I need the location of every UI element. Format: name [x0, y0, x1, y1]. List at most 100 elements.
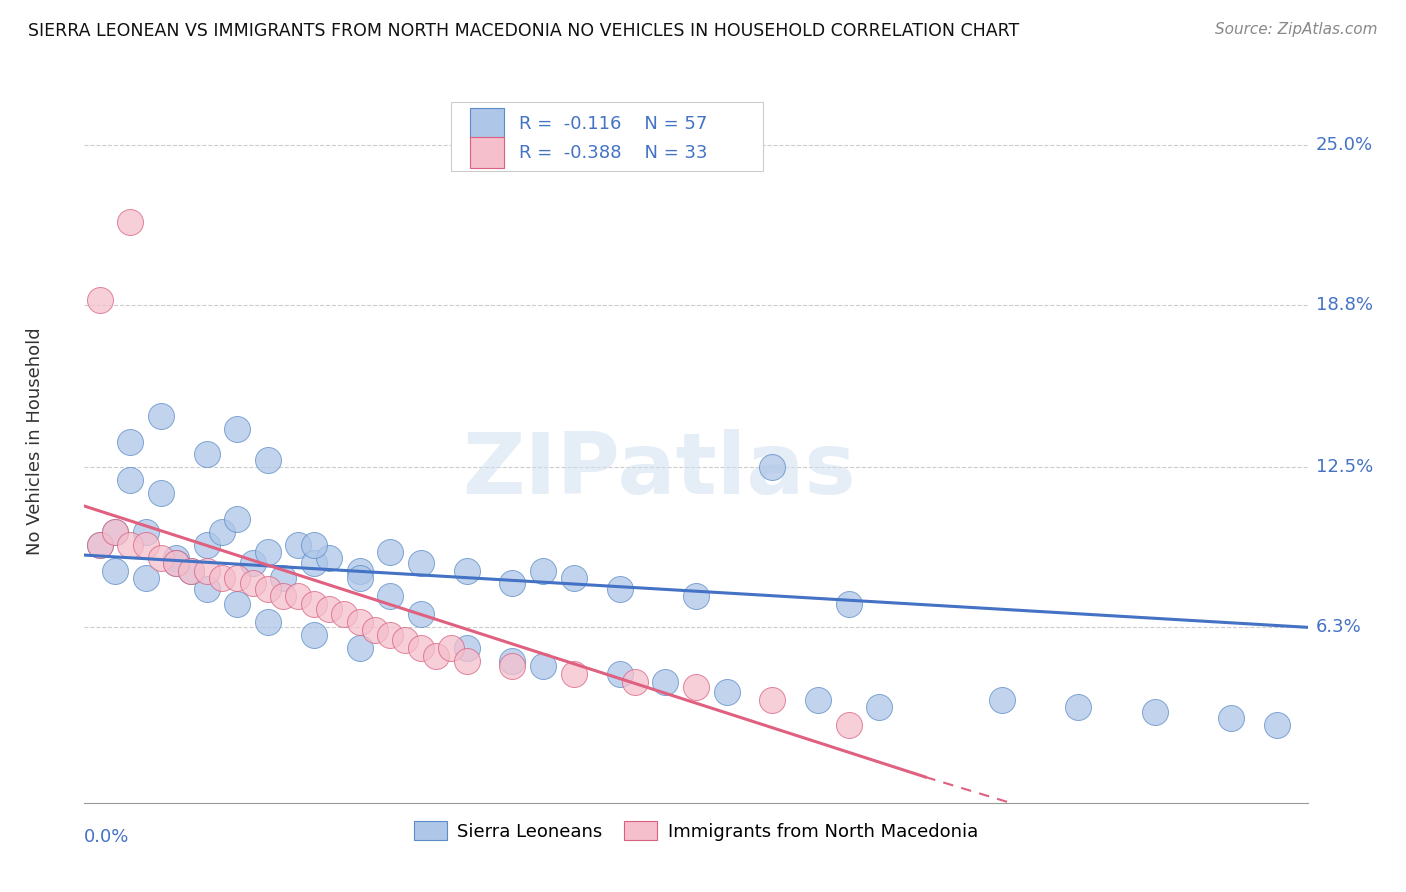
Point	[149, 409, 172, 423]
Point	[761, 460, 783, 475]
Point	[302, 556, 325, 570]
Point	[120, 473, 142, 487]
Point	[226, 597, 249, 611]
Point	[135, 571, 157, 585]
Text: 0.0%: 0.0%	[84, 828, 129, 847]
Point	[502, 576, 524, 591]
Text: R =  -0.116    N = 57: R = -0.116 N = 57	[519, 115, 707, 133]
Point	[104, 524, 127, 539]
Point	[502, 654, 524, 668]
Point	[409, 640, 432, 655]
Point	[318, 602, 340, 616]
Point	[531, 659, 554, 673]
Point	[364, 623, 387, 637]
Text: Source: ZipAtlas.com: Source: ZipAtlas.com	[1215, 22, 1378, 37]
Point	[1067, 700, 1090, 714]
FancyBboxPatch shape	[470, 137, 503, 168]
Point	[211, 524, 233, 539]
Point	[257, 545, 280, 559]
Point	[120, 434, 142, 449]
Point	[380, 628, 402, 642]
Point	[242, 576, 264, 591]
Point	[271, 590, 294, 604]
Point	[195, 447, 218, 461]
Point	[624, 674, 647, 689]
Point	[257, 615, 280, 630]
Point	[456, 654, 478, 668]
Point	[271, 571, 294, 585]
Point	[226, 422, 249, 436]
Point	[380, 590, 402, 604]
Point	[165, 556, 187, 570]
Point	[302, 628, 325, 642]
Point	[195, 538, 218, 552]
Point	[456, 640, 478, 655]
Point	[654, 674, 676, 689]
Point	[149, 486, 172, 500]
Point	[211, 571, 233, 585]
Point	[349, 615, 371, 630]
Point	[195, 582, 218, 596]
Point	[761, 692, 783, 706]
Point	[609, 666, 631, 681]
Point	[394, 633, 416, 648]
Text: No Vehicles in Household: No Vehicles in Household	[27, 327, 45, 556]
Point	[349, 640, 371, 655]
Point	[349, 571, 371, 585]
FancyBboxPatch shape	[451, 102, 763, 170]
Point	[226, 571, 249, 585]
Point	[562, 571, 585, 585]
Point	[562, 666, 585, 681]
Point	[89, 538, 111, 552]
Point	[89, 538, 111, 552]
Point	[349, 564, 371, 578]
Point	[287, 538, 309, 552]
Point	[302, 597, 325, 611]
Point	[302, 538, 325, 552]
Text: R =  -0.388    N = 33: R = -0.388 N = 33	[519, 144, 707, 161]
Point	[838, 718, 860, 732]
Point	[425, 648, 447, 663]
Point	[89, 293, 111, 307]
Point	[685, 680, 707, 694]
Point	[409, 607, 432, 622]
Point	[165, 550, 187, 565]
Point	[180, 564, 202, 578]
Point	[104, 564, 127, 578]
Point	[149, 550, 172, 565]
Text: 6.3%: 6.3%	[1316, 618, 1361, 636]
Point	[685, 590, 707, 604]
Point	[180, 564, 202, 578]
Point	[838, 597, 860, 611]
Point	[409, 556, 432, 570]
Point	[869, 700, 891, 714]
Point	[1143, 706, 1166, 720]
Point	[257, 452, 280, 467]
Point	[456, 564, 478, 578]
FancyBboxPatch shape	[470, 109, 503, 139]
Point	[242, 556, 264, 570]
Point	[991, 692, 1014, 706]
Point	[440, 640, 463, 655]
Point	[333, 607, 356, 622]
Point	[716, 685, 738, 699]
Point	[1265, 718, 1288, 732]
Point	[1220, 711, 1243, 725]
Point	[531, 564, 554, 578]
Text: ZIPatlas: ZIPatlas	[463, 429, 856, 512]
Point	[135, 524, 157, 539]
Point	[318, 550, 340, 565]
Point	[257, 582, 280, 596]
Point	[226, 512, 249, 526]
Text: 25.0%: 25.0%	[1316, 136, 1374, 153]
Point	[287, 590, 309, 604]
Point	[120, 215, 142, 229]
Point	[195, 564, 218, 578]
Text: 12.5%: 12.5%	[1316, 458, 1374, 476]
Point	[120, 538, 142, 552]
Point	[502, 659, 524, 673]
Point	[609, 582, 631, 596]
Point	[807, 692, 830, 706]
Point	[165, 556, 187, 570]
Text: 18.8%: 18.8%	[1316, 296, 1372, 314]
